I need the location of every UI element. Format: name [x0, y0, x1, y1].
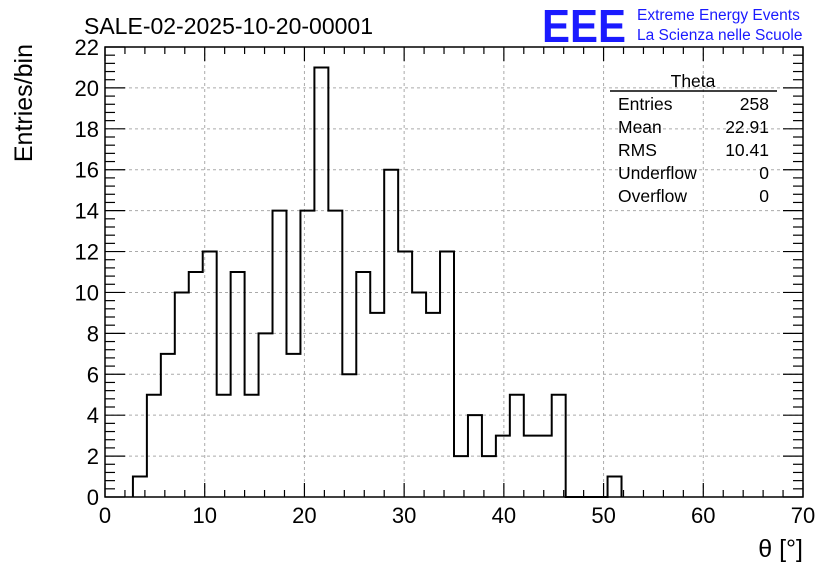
- x-tick-label: 10: [192, 503, 216, 528]
- y-tick-label: 20: [75, 76, 99, 101]
- histogram-bin: [314, 67, 328, 497]
- histogram-bin: [552, 395, 566, 497]
- histogram-bin: [412, 292, 426, 497]
- logo-line-1: Extreme Energy Events: [637, 7, 800, 24]
- stats-row-value: 0: [759, 163, 769, 183]
- histogram-bin: [161, 354, 175, 497]
- y-axis-label: Entries/bin: [10, 44, 38, 162]
- plot-frame: [104, 46, 804, 498]
- logo-mark: EEE: [542, 0, 626, 52]
- histogram-bin: [273, 211, 287, 497]
- histogram-bin: [524, 436, 538, 497]
- y-tick-label: 22: [75, 35, 99, 60]
- y-tick-label: 6: [87, 362, 99, 387]
- y-tick-label: 12: [75, 240, 99, 265]
- chart-title: SALE-02-2025-10-20-00001: [84, 13, 373, 39]
- histogram-bin: [328, 211, 342, 497]
- y-tick-label: 18: [75, 117, 99, 142]
- stats-row-label: Underflow: [618, 163, 697, 183]
- histogram-bin: [496, 436, 510, 497]
- x-axis-label: θ [°]: [758, 535, 803, 563]
- y-axis: 0 2 4 6 8 10 12 14 16 18 20 22: [75, 35, 803, 510]
- y-tick-label: 10: [75, 280, 99, 305]
- histogram-bin: [231, 272, 245, 497]
- histogram-bin: [217, 395, 231, 497]
- histogram-bin: [608, 477, 622, 497]
- y-tick-label: 14: [75, 199, 99, 224]
- x-tick-label: 20: [292, 503, 316, 528]
- histogram-bin: [300, 211, 314, 497]
- x-tick-label: 40: [492, 503, 516, 528]
- x-tick-label: 60: [691, 503, 715, 528]
- stats-row-label: Overflow: [618, 186, 687, 206]
- stats-row-label: RMS: [618, 140, 657, 160]
- logo-line-2: La Scienza nelle Scuole: [637, 27, 802, 44]
- histogram-bin: [538, 436, 552, 497]
- histogram-bin: [510, 395, 524, 497]
- histogram-bin: [147, 395, 161, 497]
- stats-row-value: 22.91: [725, 117, 769, 137]
- x-tick-label: 70: [791, 503, 815, 528]
- histogram-bin: [259, 333, 273, 497]
- x-axis: 0 10 20 30 40 50 60 70: [99, 47, 815, 528]
- histogram-bin: [189, 272, 203, 497]
- histogram-bin: [175, 292, 189, 497]
- histogram-bin: [370, 313, 384, 497]
- histogram-outline: [131, 66, 623, 498]
- x-tick-label: 30: [392, 503, 416, 528]
- histogram-bars: [131, 66, 623, 498]
- histogram-bin: [426, 313, 440, 497]
- x-tick-label: 0: [99, 503, 111, 528]
- y-tick-label: 0: [87, 485, 99, 510]
- y-tick-label: 8: [87, 321, 99, 346]
- stats-row-value: 258: [740, 94, 769, 114]
- stats-title: Theta: [671, 71, 716, 91]
- stats-box: Theta Entries 258 Mean 22.91 RMS 10.41 Underfl…: [610, 71, 777, 206]
- histogram-bin: [384, 170, 398, 497]
- stats-row-value: 0: [759, 186, 769, 206]
- histogram-bin: [454, 456, 468, 497]
- stats-row-label: Mean: [618, 117, 662, 137]
- y-tick-label: 2: [87, 444, 99, 469]
- stats-row-value: 10.41: [725, 140, 769, 160]
- histogram-bin: [342, 374, 356, 497]
- logo: EEE Extreme Energy Events La Scienza nel…: [542, 0, 802, 52]
- x-tick-label: 50: [591, 503, 615, 528]
- histogram-bin: [286, 354, 300, 497]
- y-tick-label: 4: [87, 403, 99, 428]
- y-tick-label: 16: [75, 158, 99, 183]
- stats-row-label: Entries: [618, 94, 673, 114]
- histogram-bin: [356, 272, 370, 497]
- histogram-bin: [245, 395, 259, 497]
